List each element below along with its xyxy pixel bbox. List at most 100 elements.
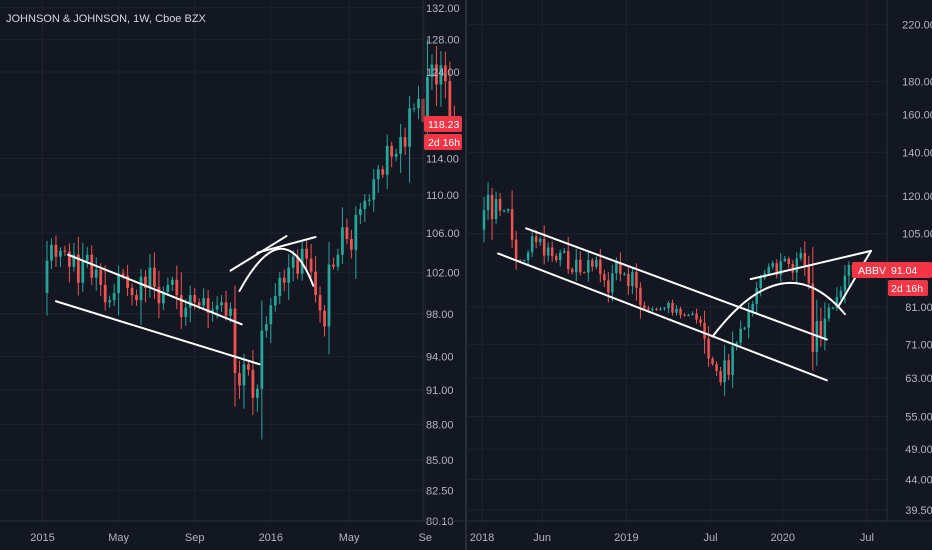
abbv-candle-body [707, 338, 710, 359]
jnj-trendline[interactable] [256, 236, 317, 254]
abbv-candle-body [839, 290, 843, 298]
abbv-candle-body [759, 277, 762, 289]
jnj-x-tick-label: Se [419, 532, 432, 544]
jnj-candle-body [287, 267, 291, 283]
jnj-candle-body [184, 307, 188, 317]
abbv-time-axis[interactable]: 2018 Jun 2019 Jul 2020 Jul [470, 532, 874, 544]
abbv-candle-body [635, 271, 638, 288]
abbv-y-tick-label: 120.00 [902, 191, 932, 203]
abbv-candle-body [510, 209, 514, 240]
abbv-candle-body [847, 264, 851, 276]
abbv-candles [482, 182, 855, 396]
abbv-candle-body [775, 263, 778, 275]
abbv-candle-body [671, 302, 674, 313]
jnj-candle-body [112, 293, 116, 301]
abbv-trendline[interactable] [837, 249, 872, 307]
jnj-candle-body [309, 258, 313, 272]
jnj-candle-body [188, 295, 192, 308]
jnj-candle-body [238, 373, 241, 386]
abbv-candle-body [506, 209, 510, 211]
jnj-candle-body [103, 284, 107, 303]
jnj-candle-body [72, 254, 76, 267]
abbv-candle-body [611, 273, 614, 293]
jnj-candle-body [332, 264, 335, 267]
jnj-candle-body [282, 277, 286, 283]
jnj-candle-body [166, 284, 170, 292]
jnj-y-tick-label: 106.00 [426, 228, 460, 240]
jnj-candle-body [385, 145, 389, 175]
jnj-candle-body [264, 324, 268, 331]
jnj-candle-body [372, 179, 376, 200]
abbv-candle-body [691, 313, 694, 315]
abbv-candle-body [619, 262, 622, 275]
abbv-cup-arc[interactable] [711, 281, 846, 338]
abbv-trendline[interactable] [497, 252, 828, 382]
abbv-candle-body [522, 260, 526, 262]
jnj-candle-body [345, 227, 349, 239]
abbv-candle-body [639, 287, 642, 306]
jnj-candle-body [363, 200, 367, 210]
abbv-trendline[interactable] [749, 249, 872, 281]
jnj-time-axis[interactable]: 2015 May Sep 2016 May Se [30, 532, 432, 544]
abbv-candle-body [843, 275, 847, 291]
jnj-candle-body [408, 108, 411, 147]
jnj-trendline[interactable] [54, 300, 261, 366]
jnj-candle-body [399, 136, 403, 154]
abbv-candle-body [719, 371, 722, 383]
jnj-candle-body [381, 169, 385, 175]
abbv-candle-body [631, 271, 634, 286]
abbv-candle-body [831, 307, 835, 309]
abbv-candle-body [554, 256, 558, 261]
abbv-candle-body [530, 236, 534, 253]
jnj-x-tick-label: May [339, 532, 360, 544]
abbv-candle-body [711, 358, 714, 365]
abbv-y-tick-label: 160.00 [902, 110, 932, 122]
jnj-last-price: 118.23 [428, 119, 459, 131]
abbv-candle-body [835, 297, 839, 308]
jnj-trendline[interactable] [67, 253, 243, 326]
abbv-candle-body [579, 259, 582, 273]
jnj-price-axis[interactable]: 132.00 128.00 124.00 118.23 114.00 110.00 106.… [426, 3, 460, 528]
jnj-chart-panel[interactable]: 132.00 128.00 124.00 118.23 114.00 110.00 106.… [0, 0, 462, 544]
jnj-candle-body [269, 305, 273, 325]
jnj-pattern-drawings[interactable] [54, 235, 317, 366]
jnj-cup-arc[interactable] [238, 247, 315, 292]
jnj-candle-body [81, 260, 85, 283]
jnj-candle-body [358, 209, 362, 215]
abbv-y-tick-label: 180.00 [902, 76, 932, 88]
abbv-chart-panel[interactable]: 220.00 180.00 160.00 140.00 120.00 105.00 91.0… [466, 0, 932, 544]
abbv-candle-body [675, 308, 678, 313]
jnj-candle-body [412, 108, 416, 110]
jnj-candle-body [349, 238, 353, 250]
jnj-candle-body [291, 256, 295, 268]
abbv-pattern-drawings[interactable] [497, 227, 872, 382]
abbv-y-tick-label: 105.00 [902, 229, 932, 241]
jnj-candle-body [157, 286, 161, 304]
jnj-candle-body [202, 298, 206, 306]
abbv-candle-body [783, 258, 787, 262]
jnj-candle-body [211, 309, 215, 313]
abbv-candle-body [643, 305, 646, 309]
jnj-candle-body [394, 153, 398, 157]
abbv-candle-body [575, 259, 578, 273]
jnj-chart-title: JOHNSON & JOHNSON, 1W, Cboe BZX [6, 13, 207, 25]
abbv-y-tick-label: 49.00 [905, 444, 932, 456]
abbv-y-tick-label: 44.00 [905, 475, 932, 487]
jnj-candle-body [215, 305, 219, 310]
abbv-candle-body [651, 308, 654, 310]
jnj-candle-body [278, 277, 282, 297]
jnj-candle-body [300, 248, 304, 274]
abbv-candle-body [583, 272, 586, 274]
abbv-candle-body [514, 239, 518, 261]
abbv-candle-body [659, 308, 662, 310]
abbv-candle-body [526, 252, 530, 261]
abbv-trendline[interactable] [525, 227, 828, 341]
jnj-candle-body [130, 287, 134, 296]
jnj-candle-body [323, 310, 326, 327]
jnj-x-tick-label: 2015 [30, 532, 54, 544]
jnj-candle-body [247, 364, 250, 370]
jnj-candle-body [443, 65, 447, 82]
jnj-candle-body [354, 214, 358, 250]
abbv-candle-body [679, 308, 682, 315]
